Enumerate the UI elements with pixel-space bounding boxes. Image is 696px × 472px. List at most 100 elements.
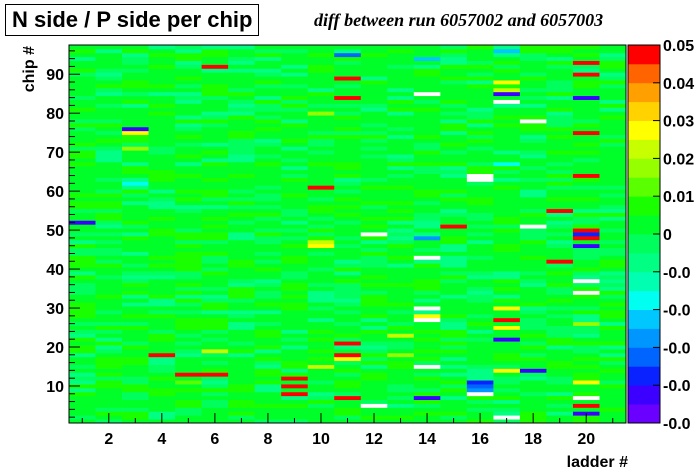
heatmap-cell <box>148 232 176 237</box>
heatmap-cell <box>254 286 282 291</box>
heatmap-cell <box>281 115 309 120</box>
heatmap-cell <box>254 99 282 104</box>
heatmap-cell <box>440 372 468 377</box>
y-tick-label: 10 <box>46 379 64 396</box>
heatmap-cell <box>440 399 468 404</box>
heatmap-cell <box>519 255 547 260</box>
heatmap-cell <box>95 165 123 171</box>
heatmap-cell <box>228 290 256 295</box>
heatmap-cell <box>413 232 441 237</box>
heatmap-cell <box>307 80 335 85</box>
heatmap-cell <box>175 263 203 268</box>
heatmap-cell <box>69 142 96 147</box>
heatmap-cell <box>281 146 309 151</box>
heatmap-cell <box>228 348 256 354</box>
heatmap-cell <box>440 387 468 393</box>
heatmap-cell <box>334 142 362 147</box>
heatmap-cell <box>307 189 335 194</box>
heatmap-cell <box>466 80 494 85</box>
heatmap-cell <box>148 403 176 408</box>
heatmap-cell <box>281 169 309 174</box>
heatmap-cell <box>440 232 468 237</box>
heatmap-cell <box>201 407 229 412</box>
heatmap-cell <box>69 360 96 365</box>
heatmap-cell-highlight <box>122 126 149 132</box>
heatmap-cell <box>228 200 256 206</box>
heatmap-cell <box>413 368 441 373</box>
heatmap-cell <box>201 403 229 408</box>
heatmap-cell <box>307 306 335 311</box>
heatmap-cell <box>122 415 149 420</box>
heatmap-cell <box>201 80 229 85</box>
heatmap-cell <box>307 356 335 362</box>
heatmap-cell <box>466 348 494 354</box>
heatmap-cell <box>387 68 415 73</box>
heatmap-cell <box>519 165 547 171</box>
heatmap-cell <box>122 380 149 385</box>
heatmap-cell <box>201 52 229 58</box>
heatmap-cell <box>148 158 176 163</box>
heatmap-cell <box>387 364 415 369</box>
heatmap-cell <box>228 376 256 381</box>
palette-swatch <box>628 158 660 178</box>
heatmap-cell <box>95 267 123 272</box>
heatmap-cell <box>201 169 229 174</box>
heatmap-cell <box>387 317 415 323</box>
heatmap-cell <box>413 267 441 272</box>
heatmap-cell <box>95 68 123 73</box>
heatmap-cell <box>599 407 627 412</box>
heatmap-cell <box>546 243 574 249</box>
heatmap-cell <box>122 255 149 260</box>
heatmap-cell-highlight <box>519 368 547 373</box>
heatmap-cell <box>228 395 256 401</box>
heatmap-cell <box>69 247 96 252</box>
palette-swatch <box>628 347 660 367</box>
heatmap-cell <box>148 189 176 194</box>
y-tick-label: 90 <box>46 67 64 84</box>
heatmap-cell <box>572 372 600 377</box>
heatmap-cell <box>493 224 521 229</box>
heatmap-cell <box>360 407 388 412</box>
heatmap-cell <box>413 181 441 186</box>
heatmap-cell <box>466 200 494 206</box>
heatmap-cell <box>122 150 149 155</box>
heatmap-cell <box>519 56 547 61</box>
heatmap-cell <box>387 185 415 190</box>
heatmap-cell <box>254 294 282 299</box>
heatmap-cell <box>175 208 203 213</box>
heatmap-cell <box>572 247 600 252</box>
heatmap-cell <box>493 158 521 163</box>
heatmap-cell <box>493 119 521 124</box>
heatmap-cell <box>440 341 468 346</box>
heatmap-cell <box>122 247 149 252</box>
heatmap-cell-highlight <box>493 48 521 54</box>
heatmap-cell <box>281 251 309 256</box>
heatmap-cell <box>519 189 547 194</box>
heatmap-cell <box>148 196 176 202</box>
heatmap-cell <box>69 99 96 104</box>
heatmap-cell <box>254 235 282 241</box>
heatmap-cell <box>440 181 468 186</box>
heatmap-cell <box>466 235 494 241</box>
heatmap-cell <box>546 356 574 362</box>
heatmap-cell <box>413 407 441 412</box>
heatmap-cell <box>440 111 468 116</box>
heatmap-cell <box>387 294 415 299</box>
heatmap-cell <box>387 325 415 330</box>
heatmap-cell <box>599 380 627 385</box>
heatmap-cell <box>69 294 96 299</box>
heatmap-cell <box>228 411 256 416</box>
heatmap-cell <box>281 247 309 252</box>
heatmap-cell <box>466 325 494 330</box>
heatmap-cell <box>599 395 627 401</box>
heatmap-cell <box>440 158 468 163</box>
heatmap-cell <box>69 235 96 241</box>
heatmap-cell <box>360 399 388 404</box>
heatmap-cell <box>307 372 335 377</box>
heatmap-cell <box>201 60 229 65</box>
heatmap-cell <box>201 321 229 326</box>
heatmap-cell <box>254 115 282 120</box>
heatmap-cell <box>281 232 309 237</box>
heatmap-cell <box>201 45 229 50</box>
heatmap-cell <box>572 103 600 108</box>
